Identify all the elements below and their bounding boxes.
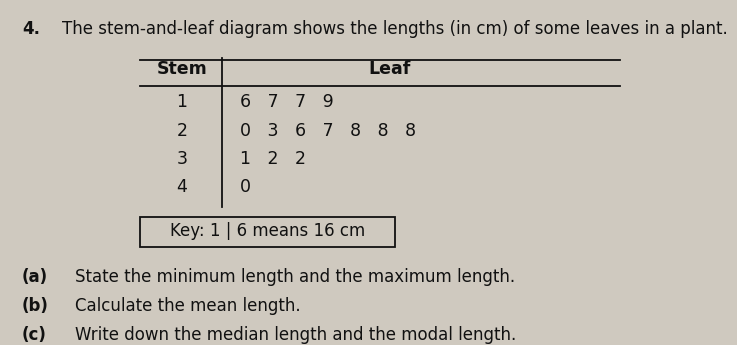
- FancyBboxPatch shape: [140, 217, 395, 246]
- Text: 1: 1: [176, 93, 187, 111]
- Text: 3: 3: [176, 150, 187, 168]
- Text: (b): (b): [22, 297, 49, 315]
- Text: 0   3   6   7   8   8   8: 0 3 6 7 8 8 8: [240, 121, 416, 139]
- Text: (c): (c): [22, 325, 47, 344]
- Text: Key: 1 | 6 means 16 cm: Key: 1 | 6 means 16 cm: [170, 223, 365, 240]
- Text: 0: 0: [240, 178, 251, 197]
- Text: 2: 2: [176, 121, 187, 139]
- Text: 4.: 4.: [22, 20, 40, 38]
- Text: Calculate the mean length.: Calculate the mean length.: [75, 297, 301, 315]
- Text: 4: 4: [177, 178, 187, 197]
- Text: The stem-and-leaf diagram shows the lengths (in cm) of some leaves in a plant.: The stem-and-leaf diagram shows the leng…: [62, 20, 727, 38]
- Text: Leaf: Leaf: [368, 60, 411, 78]
- Text: 1   2   2: 1 2 2: [240, 150, 306, 168]
- Text: (a): (a): [22, 268, 48, 286]
- Text: Write down the median length and the modal length.: Write down the median length and the mod…: [75, 325, 516, 344]
- Text: Stem: Stem: [157, 60, 207, 78]
- Text: State the minimum length and the maximum length.: State the minimum length and the maximum…: [75, 268, 515, 286]
- Text: 6   7   7   9: 6 7 7 9: [240, 93, 334, 111]
